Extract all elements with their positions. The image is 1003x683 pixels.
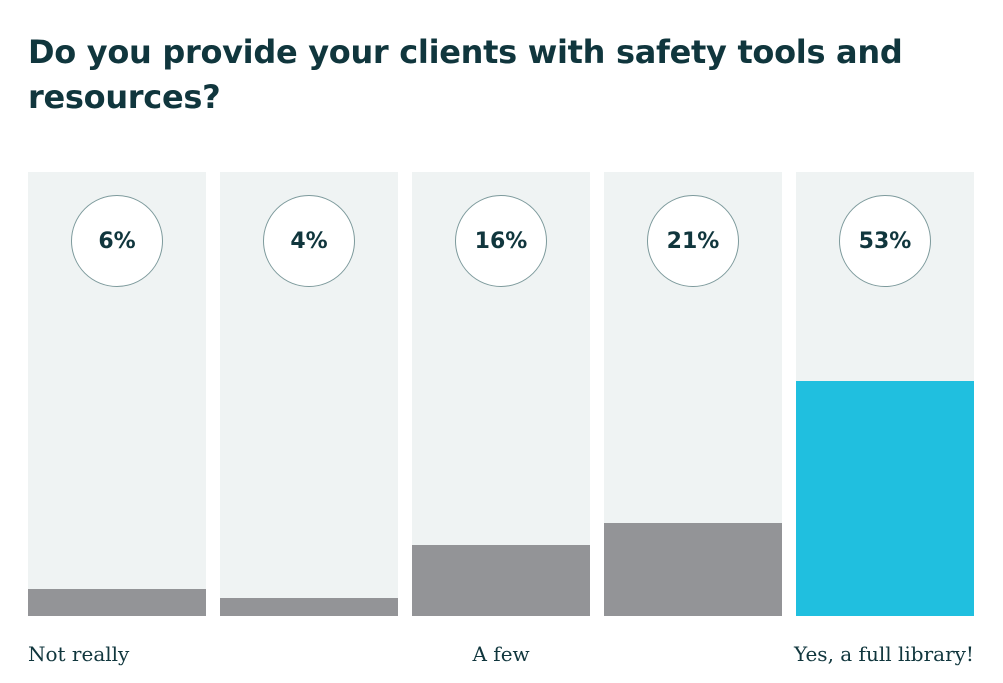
bar: [220, 598, 398, 616]
category-label: Yes, a full library!: [794, 642, 974, 666]
bar-column: 21%: [604, 172, 782, 616]
value-label: 21%: [647, 195, 739, 287]
category-label: A few: [472, 642, 530, 666]
bar: [28, 589, 206, 616]
value-label: 53%: [839, 195, 931, 287]
bar: [796, 380, 974, 616]
bar-column: 16%: [412, 172, 590, 616]
bar-column: 53%: [796, 172, 974, 616]
value-label: 4%: [263, 195, 355, 287]
bar-column: 4%: [220, 172, 398, 616]
chart-title: Do you provide your clients with safety …: [28, 33, 903, 116]
bar: [412, 544, 590, 616]
bar: [604, 522, 782, 616]
category-label: Not really: [28, 642, 130, 666]
value-label: 6%: [71, 195, 163, 287]
value-label: 16%: [455, 195, 547, 287]
bar-column: 6%: [28, 172, 206, 616]
